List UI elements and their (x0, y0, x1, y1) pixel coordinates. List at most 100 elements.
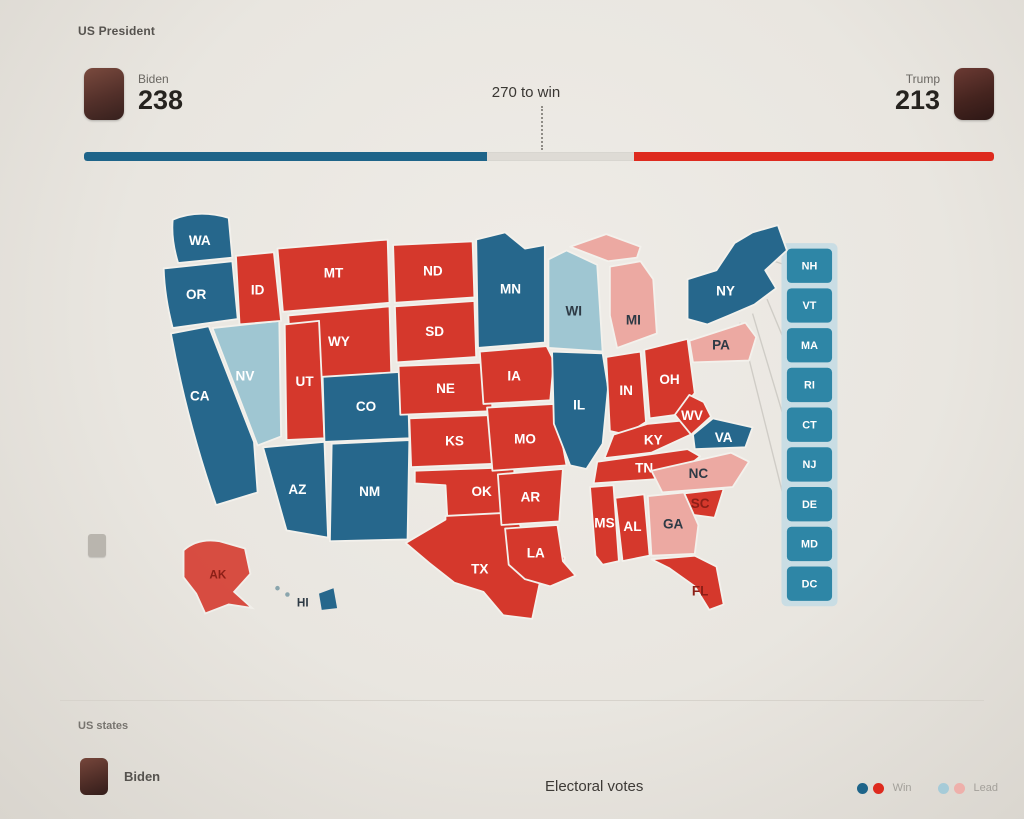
state-chip-VT[interactable]: VT (786, 288, 833, 323)
candidate-electoral-votes-dem: 238 (138, 84, 184, 115)
inset-HI[interactable]: HI (275, 585, 338, 610)
state-chip-box-MA[interactable] (786, 328, 833, 363)
map-legend: Win Lead (856, 782, 998, 794)
state-shape-CA[interactable] (170, 325, 259, 506)
candidate-avatar-rep (954, 68, 994, 120)
state-shape-MS[interactable] (589, 484, 620, 566)
state-OR[interactable]: OR (162, 260, 239, 329)
electoral-vote-bar (84, 152, 994, 161)
state-FL[interactable]: FL (650, 554, 725, 611)
state-chip-box-NJ[interactable] (786, 447, 833, 482)
state-shape-ID[interactable] (235, 251, 282, 326)
state-shape-NY[interactable] (686, 224, 788, 326)
state-shape-IA[interactable] (478, 345, 555, 405)
state-shape-MI[interactable] (569, 233, 658, 349)
inset-HI-shape[interactable] (319, 588, 338, 610)
state-NE[interactable]: NE (397, 361, 494, 416)
inset-AK-shape[interactable] (182, 539, 256, 615)
state-shape-ND[interactable] (392, 240, 476, 304)
state-chip-box-VT[interactable] (786, 288, 833, 323)
legend-lead-label: Lead (973, 782, 998, 794)
candidate-electoral-votes-rep: 213 (894, 84, 940, 115)
state-NM[interactable]: NM (328, 439, 411, 543)
table-candidate-avatar (80, 758, 108, 795)
state-ID[interactable]: ID (235, 251, 282, 326)
legend-lead-group: Lead (937, 782, 998, 794)
state-CO[interactable]: CO (321, 370, 411, 443)
state-shape-AZ[interactable] (262, 440, 329, 539)
state-MT[interactable]: MT (276, 238, 391, 313)
candidate-summary-rep: Trump 213 (895, 68, 994, 120)
state-shape-IN[interactable] (605, 350, 647, 436)
state-AZ[interactable]: AZ (262, 440, 329, 539)
state-shape-LA[interactable] (504, 524, 577, 588)
state-chip-box-CT[interactable] (786, 407, 833, 442)
state-AR[interactable]: AR (496, 468, 564, 526)
electoral-bar-rep-segment (633, 152, 994, 161)
state-chip-MA[interactable]: MA (786, 328, 833, 363)
state-shape-IL[interactable] (551, 350, 609, 470)
legend-win-label: Win (892, 782, 912, 794)
state-chip-box-RI[interactable] (786, 367, 833, 403)
legend-dem-win-dot (856, 782, 868, 794)
state-shape-AR[interactable] (496, 468, 564, 526)
state-shape-MN[interactable] (475, 231, 546, 349)
electoral-bar-dem-segment (84, 152, 487, 161)
section-label: US President (78, 24, 156, 38)
state-shape-NE[interactable] (397, 361, 494, 416)
state-chip-NJ[interactable]: NJ (786, 447, 833, 482)
state-WA[interactable]: WA (171, 212, 234, 264)
electoral-map: WA OR CA NV ID MT WY UT CO AZ NM ND SD NE KS OK TX MN IA MO… (142, 204, 842, 640)
state-IA[interactable]: IA (478, 345, 555, 405)
legend-win-group: Win (856, 782, 912, 794)
state-shape-SD[interactable] (394, 300, 478, 364)
state-chip-box-NH[interactable] (786, 248, 833, 283)
state-shape-NM[interactable] (328, 439, 411, 543)
state-shape-FL[interactable] (650, 554, 725, 611)
candidate-name-rep: Trump (905, 71, 940, 86)
state-UT[interactable]: UT (283, 319, 326, 441)
state-chip-RI[interactable]: RI (786, 367, 833, 403)
state-chip-box-DC[interactable] (786, 566, 833, 601)
legend-dem-lead-dot (937, 782, 949, 794)
states-table-label: US states (78, 720, 129, 732)
state-shape-UT[interactable] (283, 319, 326, 441)
state-IN[interactable]: IN (605, 350, 647, 436)
state-shape-NC[interactable] (650, 451, 750, 494)
table-candidate-name: Biden (124, 769, 161, 784)
state-chip-box-DE[interactable] (786, 487, 833, 522)
state-AL[interactable]: AL (614, 493, 651, 562)
state-chip-NH[interactable]: NH (786, 248, 833, 283)
chip-leader-line (751, 313, 786, 423)
state-shape-VA[interactable] (692, 417, 754, 450)
state-ND[interactable]: ND (392, 240, 476, 304)
state-shape-WV[interactable] (674, 394, 712, 436)
state-shape-CO[interactable] (321, 370, 411, 443)
state-shape-WI[interactable] (547, 249, 604, 353)
state-shape-WA[interactable] (171, 212, 234, 264)
candidate-summary-dem: Biden 238 (84, 68, 183, 120)
states-table-candidate-row[interactable]: Biden (80, 758, 160, 795)
state-chip-DC[interactable]: DC (786, 566, 833, 601)
footer-divider (60, 700, 984, 701)
map-zoom-button[interactable] (88, 534, 106, 557)
legend-rep-lead-dot (953, 782, 965, 794)
state-chip-DE[interactable]: DE (786, 487, 833, 522)
state-shape-AL[interactable] (614, 493, 651, 562)
state-SD[interactable]: SD (394, 300, 478, 364)
state-PA[interactable]: PA (688, 321, 758, 364)
state-shape-MT[interactable] (276, 238, 391, 313)
state-chip-box-MD[interactable] (786, 526, 833, 562)
inset-AK[interactable]: AK (182, 539, 256, 615)
state-shape-PA[interactable] (688, 321, 758, 364)
state-chip-CT[interactable]: CT (786, 407, 833, 442)
state-chip-MD[interactable]: MD (786, 526, 833, 562)
state-WI[interactable]: WI (547, 249, 604, 353)
state-MN[interactable]: MN (475, 231, 546, 349)
candidate-name-dem: Biden (138, 71, 169, 86)
state-shape-GA[interactable] (646, 491, 700, 557)
state-MS[interactable]: MS (589, 484, 620, 566)
state-shape-OR[interactable] (162, 260, 239, 329)
legend-rep-win-dot (872, 782, 884, 794)
